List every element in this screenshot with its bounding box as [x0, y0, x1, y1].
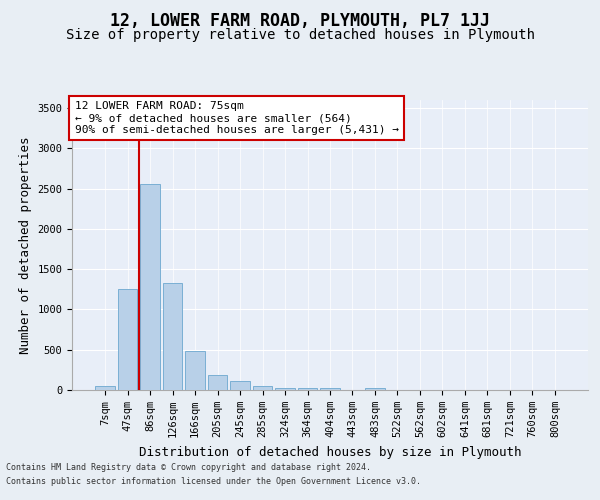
- Bar: [365, 388, 385, 390]
- Bar: [298, 388, 317, 390]
- Bar: [253, 386, 272, 390]
- Bar: [140, 184, 160, 390]
- Bar: [320, 388, 340, 390]
- Text: 12, LOWER FARM ROAD, PLYMOUTH, PL7 1JJ: 12, LOWER FARM ROAD, PLYMOUTH, PL7 1JJ: [110, 12, 490, 30]
- Bar: [230, 381, 250, 390]
- Text: Size of property relative to detached houses in Plymouth: Size of property relative to detached ho…: [65, 28, 535, 42]
- Bar: [163, 283, 182, 390]
- Bar: [118, 290, 137, 390]
- Bar: [185, 350, 205, 390]
- Y-axis label: Number of detached properties: Number of detached properties: [19, 136, 32, 354]
- Bar: [208, 375, 227, 390]
- Text: 12 LOWER FARM ROAD: 75sqm
← 9% of detached houses are smaller (564)
90% of semi-: 12 LOWER FARM ROAD: 75sqm ← 9% of detach…: [74, 102, 398, 134]
- Text: Contains public sector information licensed under the Open Government Licence v3: Contains public sector information licen…: [6, 477, 421, 486]
- X-axis label: Distribution of detached houses by size in Plymouth: Distribution of detached houses by size …: [139, 446, 521, 458]
- Text: Contains HM Land Registry data © Crown copyright and database right 2024.: Contains HM Land Registry data © Crown c…: [6, 464, 371, 472]
- Bar: [275, 388, 295, 390]
- Bar: [95, 386, 115, 390]
